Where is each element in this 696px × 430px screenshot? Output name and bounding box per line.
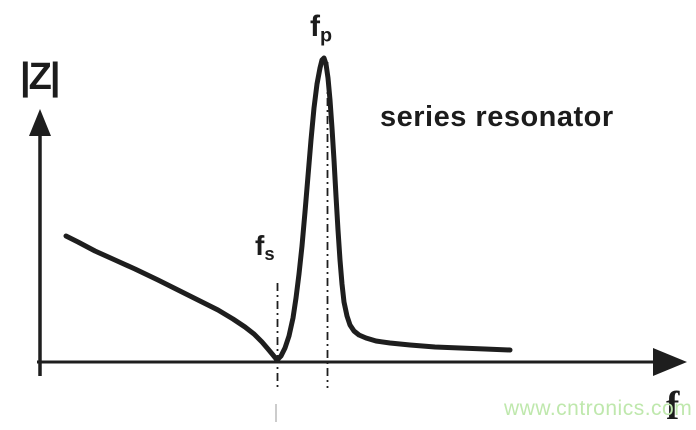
fs-label: fs <box>255 232 275 264</box>
fp-label: fp <box>310 12 332 46</box>
fs-label-base: f <box>255 230 265 261</box>
watermark: www.cntronics.com <box>504 397 693 420</box>
x-axis-label: f <box>666 383 680 428</box>
fs-label-subscript: s <box>264 243 275 265</box>
y-axis-arrowhead-icon <box>29 109 51 136</box>
fp-label-subscript: p <box>320 24 333 47</box>
chart-title: series resonator <box>380 101 614 133</box>
x-axis-arrowhead-icon <box>653 348 687 376</box>
y-axis-label: |Z| <box>20 56 61 98</box>
impedance-curve <box>63 55 513 363</box>
fp-label-base: f <box>310 10 320 43</box>
curve-group <box>63 55 513 363</box>
marker-lines-group <box>275 62 329 422</box>
